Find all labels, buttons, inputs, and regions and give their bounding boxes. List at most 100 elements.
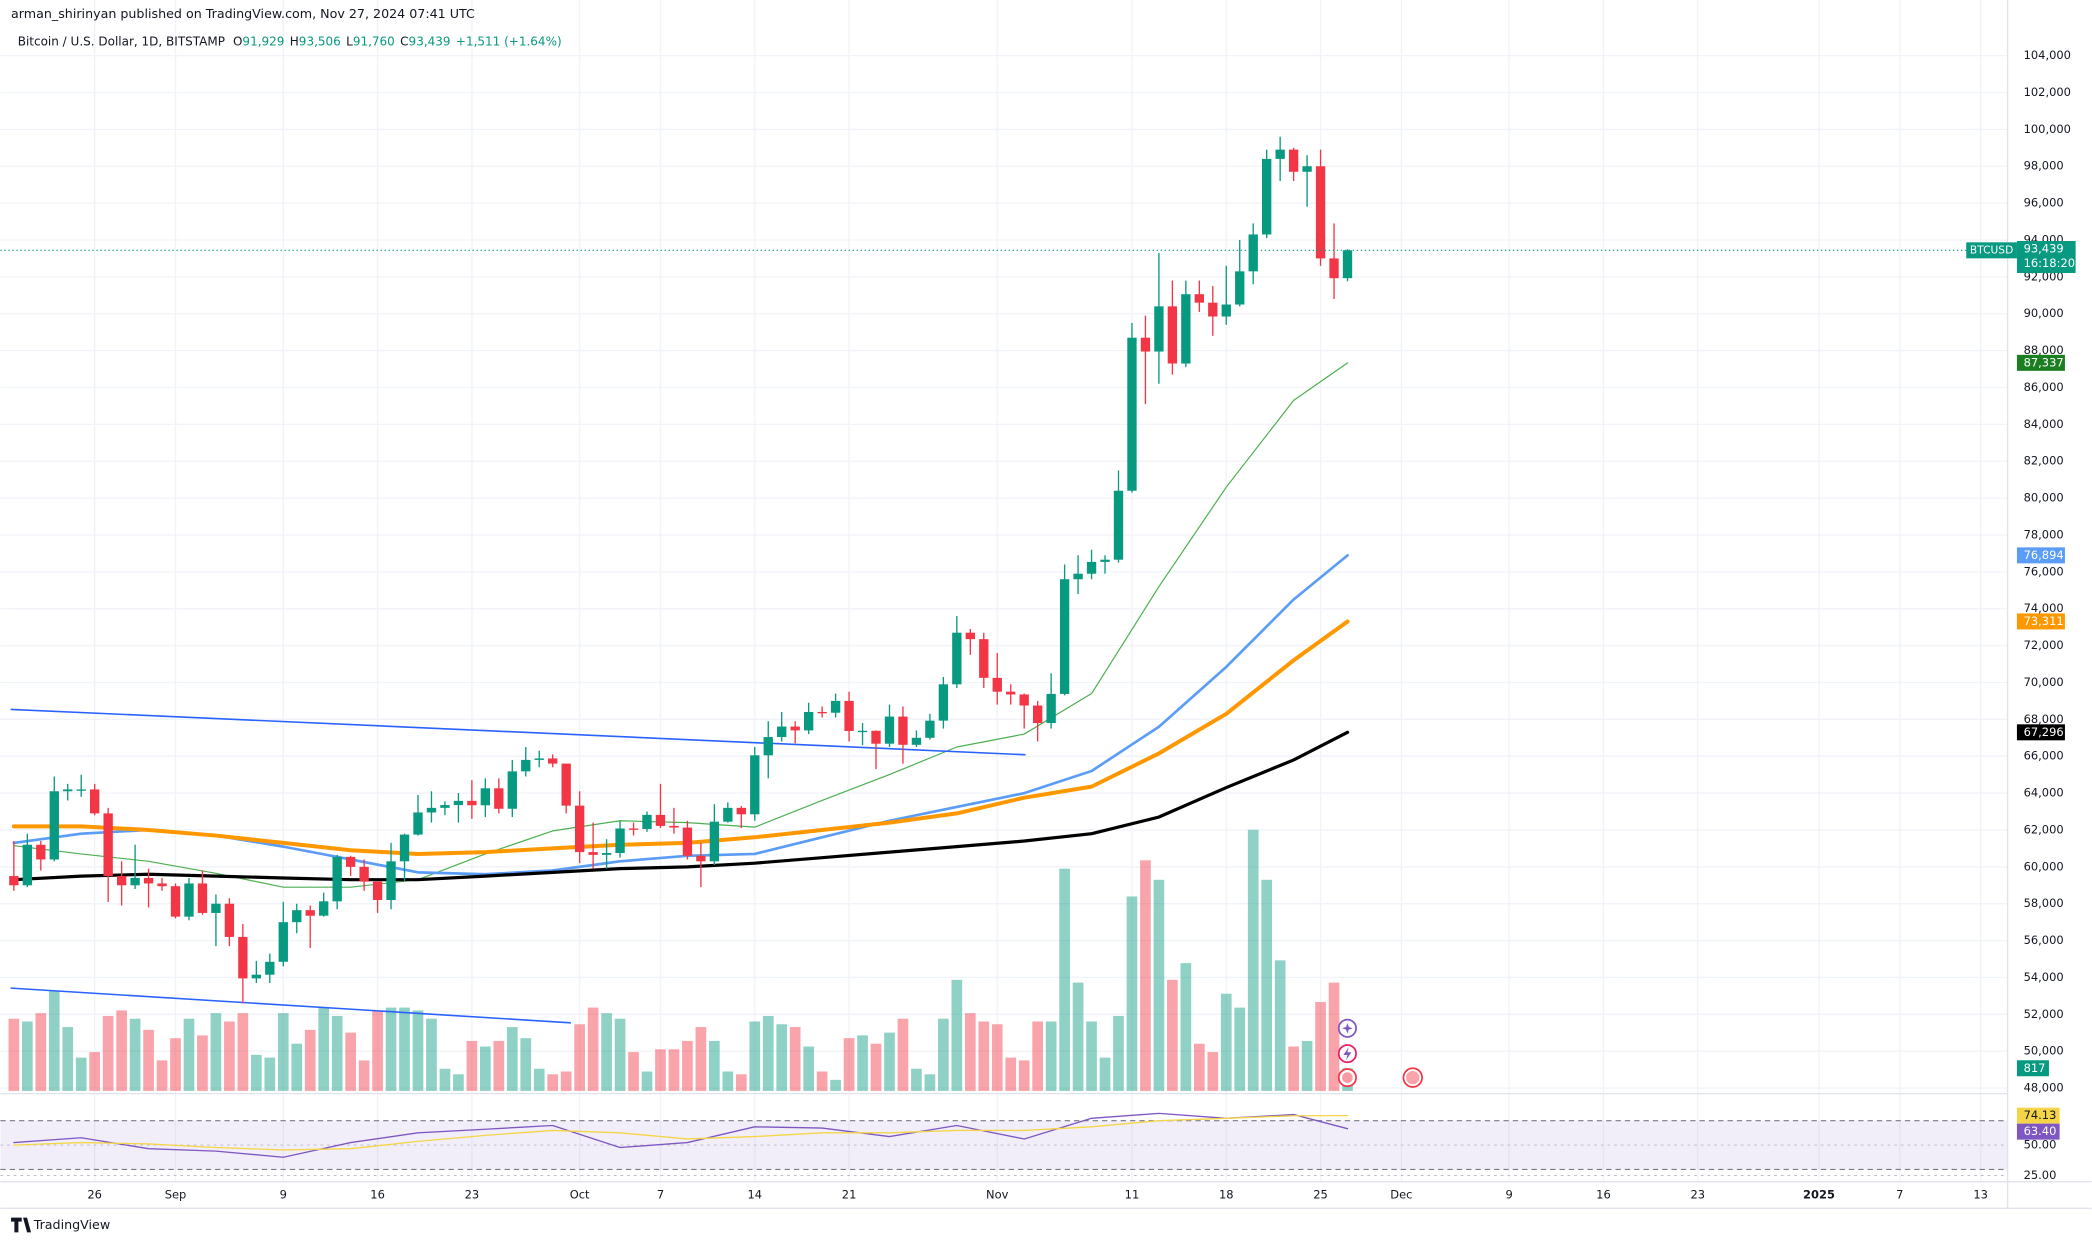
candle-body <box>480 788 491 806</box>
volume-bar <box>426 1018 437 1091</box>
y-tick-label: 90,000 <box>2024 306 2064 320</box>
symbol-legend: Bitcoin / U.S. Dollar, 1D, BITSTAMP O91,9… <box>18 34 562 48</box>
candle-body <box>844 700 854 731</box>
legend-value: 93,439 <box>409 34 451 48</box>
volume-bar <box>870 1043 882 1091</box>
candle-body <box>588 852 598 855</box>
candle-body <box>521 759 531 772</box>
y-tick-label: 104,000 <box>2024 48 2071 62</box>
candle-body <box>884 716 895 744</box>
y-tick-label: 88,000 <box>2024 343 2064 357</box>
volume-bar <box>1328 982 1340 1091</box>
volume-bar <box>197 1035 208 1091</box>
trendline <box>10 708 1026 756</box>
volume-bar <box>1086 1021 1097 1091</box>
candle-body <box>561 763 571 806</box>
y-tick-label: 66,000 <box>2024 749 2064 763</box>
volume-bar <box>35 1013 47 1091</box>
candle-body <box>898 716 908 745</box>
candle-body <box>63 789 73 792</box>
candle-body <box>359 866 369 882</box>
candle-body <box>1019 694 1029 706</box>
volume-bar <box>964 1013 976 1091</box>
candle-body <box>548 758 558 764</box>
candle-body <box>238 936 248 979</box>
volume-bar <box>75 1057 87 1091</box>
countdown-text: 16:18:20 <box>2024 256 2075 270</box>
x-tick-label: 18 <box>1219 1187 1234 1201</box>
y-tick-label: 78,000 <box>2024 527 2064 541</box>
volume-bar <box>574 1024 585 1091</box>
candle-body <box>157 883 167 887</box>
rsi-tick-label: 25.00 <box>2024 1168 2057 1182</box>
ma-tag <box>2016 613 2065 630</box>
candle-body <box>601 853 612 855</box>
volume-bar <box>385 1007 397 1091</box>
ma-tag-text: 87,337 <box>2024 355 2064 369</box>
volume-tag <box>2016 1060 2049 1077</box>
volume-bar <box>1113 1015 1124 1091</box>
volume-bar <box>520 1038 532 1091</box>
candle-body <box>803 711 814 731</box>
candle-body <box>494 788 504 809</box>
candle-body <box>76 789 86 791</box>
candle-body <box>1127 337 1137 491</box>
volume-bar <box>1207 1052 1219 1091</box>
volume-bar <box>8 1018 20 1091</box>
candle-body <box>103 813 113 877</box>
volume-bar <box>412 1010 424 1091</box>
x-tick-label: Dec <box>1390 1187 1412 1201</box>
y-tick-label: 82,000 <box>2024 454 2064 468</box>
x-tick-label: 13 <box>1973 1187 1988 1201</box>
volume-bar <box>1288 1046 1299 1091</box>
candle-body <box>628 828 639 830</box>
x-tick-label: 25 <box>1313 1187 1328 1201</box>
y-tick-label: 80,000 <box>2024 491 2064 505</box>
candle-body <box>871 730 881 744</box>
y-tick-label: 76,000 <box>2024 564 2064 578</box>
candle-body <box>992 677 1002 692</box>
y-tick-label: 72,000 <box>2024 638 2064 652</box>
volume-bar <box>709 1040 720 1091</box>
volume-bar <box>601 1013 612 1091</box>
candle-body <box>1315 166 1326 259</box>
volume-bar <box>345 1032 356 1091</box>
volume-bar <box>372 1010 383 1091</box>
volume-bar <box>304 1029 316 1091</box>
candle-body <box>1288 149 1299 172</box>
volume-bar <box>224 1021 235 1091</box>
y-tick-label: 86,000 <box>2024 380 2064 394</box>
candle-body <box>211 903 221 913</box>
volume-bar <box>331 1015 343 1091</box>
legend-value: 91,760 <box>353 34 395 48</box>
y-tick-label: 54,000 <box>2024 970 2064 984</box>
candle-body <box>130 877 140 886</box>
volume-bar <box>480 1046 491 1091</box>
volume-bar <box>991 1024 1003 1091</box>
volume-bar <box>911 1068 922 1091</box>
x-tick-label: 16 <box>370 1187 385 1201</box>
ma-tag-text: 76,894 <box>2024 548 2064 562</box>
volume-bar <box>143 1029 154 1091</box>
candle-body <box>1342 250 1353 279</box>
candle-body <box>1181 294 1191 364</box>
y-tick-label: 52,000 <box>2024 1007 2064 1021</box>
x-tick-label: 23 <box>1690 1187 1705 1201</box>
candle-body <box>399 834 410 862</box>
candle-body <box>534 758 544 760</box>
volume-bar <box>560 1071 572 1091</box>
candle-body <box>22 844 32 886</box>
volume-bar <box>466 1040 478 1091</box>
candle-body <box>1194 294 1204 303</box>
volume-bar <box>803 1046 814 1091</box>
candle-body <box>1275 149 1285 159</box>
volume-bar <box>547 1074 559 1091</box>
candle-body <box>1086 561 1097 574</box>
candle-body <box>952 632 962 685</box>
volume-bar <box>1261 879 1273 1091</box>
volume-bar <box>358 1060 370 1091</box>
candle-body <box>1032 705 1043 724</box>
candle-body <box>1100 559 1110 562</box>
legend-symbol: Bitcoin / U.S. Dollar, 1D, BITSTAMP <box>18 34 225 48</box>
